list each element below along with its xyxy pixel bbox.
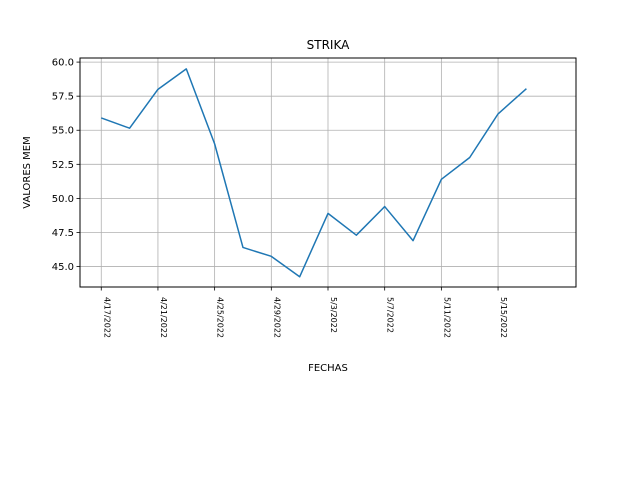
- x-tick-label: 4/29/2022: [272, 297, 281, 338]
- series-layer: [101, 68, 527, 278]
- y-tick-label: 60.0: [52, 58, 74, 69]
- chart-title: STRIKA: [307, 38, 350, 52]
- y-tick-label: 52.5: [52, 160, 74, 171]
- y-axis: 45.0 47.5 50.0 52.5 55.0 57.5 60.0: [52, 58, 80, 273]
- x-tick-label: 4/17/2022: [102, 297, 111, 338]
- y-tick-label: 57.5: [52, 92, 74, 103]
- x-tick-label: 5/7/2022: [386, 297, 395, 333]
- y-tick-label: 50.0: [52, 194, 74, 205]
- y-tick-label: 55.0: [52, 126, 74, 137]
- x-tick-label: 5/15/2022: [499, 297, 508, 338]
- series-line: [101, 68, 527, 278]
- y-tick-label: 47.5: [52, 228, 74, 239]
- x-axis: 4/17/2022 4/21/2022 4/25/2022 4/29/2022 5/3/…: [100, 287, 508, 338]
- x-tick-label: 4/25/2022: [216, 297, 225, 338]
- x-axis-label: FECHAS: [308, 363, 348, 374]
- y-tick-label: 45.0: [52, 262, 74, 273]
- x-tick-label: 4/21/2022: [159, 297, 168, 338]
- x-tick-label: 5/11/2022: [442, 297, 451, 338]
- y-axis-label: VALORES MEM: [22, 136, 33, 209]
- grid: [80, 58, 576, 287]
- x-tick-label: 5/3/2022: [329, 297, 338, 333]
